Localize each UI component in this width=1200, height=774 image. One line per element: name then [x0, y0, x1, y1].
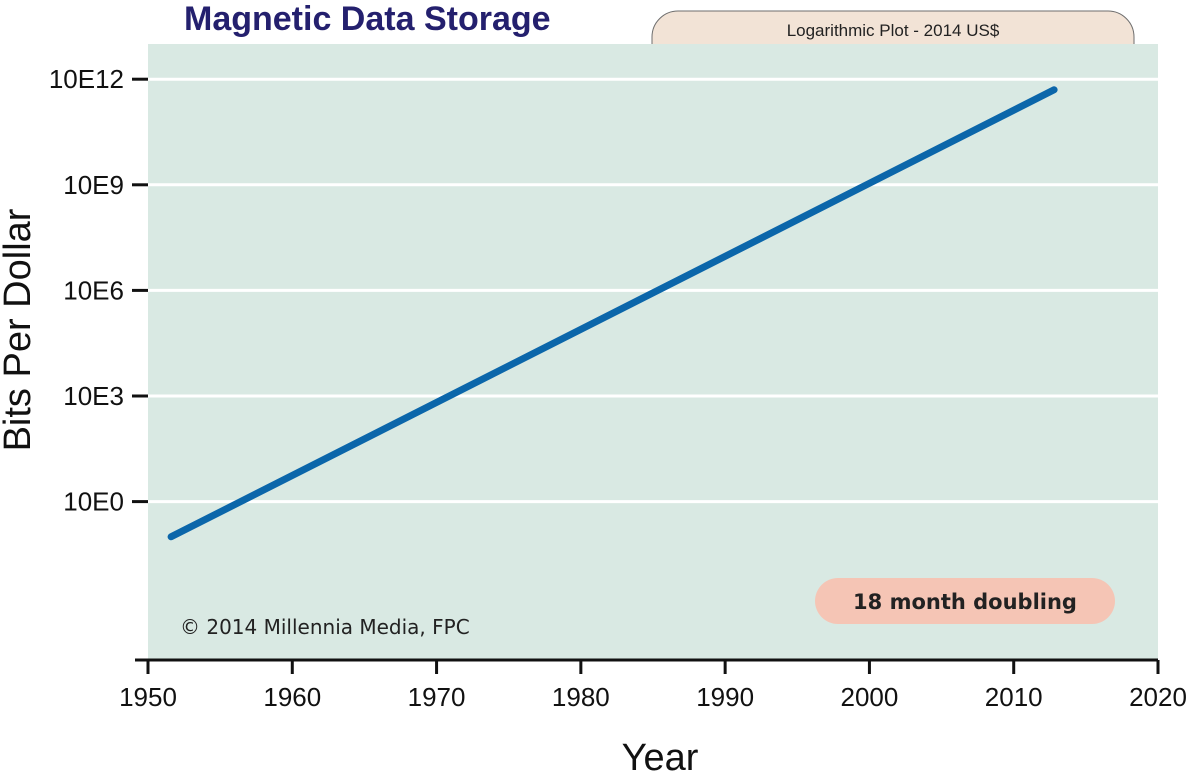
- x-axis-ticks: 1950 1960 1970 1980 1990 2000 2010 2020: [119, 660, 1187, 712]
- x-axis-title: Year: [622, 737, 699, 774]
- x-tick-label-1: 1960: [263, 682, 321, 712]
- doubling-label: 18 month doubling: [853, 590, 1077, 614]
- x-tick-label-0: 1950: [119, 682, 177, 712]
- y-tick-label-2: 10E6: [63, 275, 124, 305]
- chart-subtitle: Logarithmic Plot - 2014 US$: [787, 21, 1000, 40]
- doubling-badge: [815, 578, 1115, 624]
- series-layer: [167, 86, 1058, 541]
- y-tick-label-1: 10E3: [63, 381, 124, 411]
- y-tick-label-3: 10E9: [63, 170, 124, 200]
- series-line-0: [167, 86, 1058, 541]
- x-tick-label-3: 1980: [552, 682, 610, 712]
- x-tick-label-5: 2000: [841, 682, 899, 712]
- x-tick-label-4: 1990: [696, 682, 754, 712]
- x-tick-label-2: 1970: [408, 682, 466, 712]
- y-tick-label-4: 10E12: [49, 64, 124, 94]
- y-axis-title: Bits Per Dollar: [0, 208, 39, 451]
- plot-area: [148, 44, 1158, 660]
- x-tick-label-6: 2010: [985, 682, 1043, 712]
- copyright-text: © 2014 Millennia Media, FPC: [180, 615, 470, 639]
- y-axis-ticks: 10E0 10E3 10E6 10E9 10E12: [49, 64, 148, 517]
- chart-title: Magnetic Data Storage: [184, 0, 551, 38]
- y-tick-label-0: 10E0: [63, 487, 124, 517]
- x-tick-label-7: 2020: [1129, 682, 1187, 712]
